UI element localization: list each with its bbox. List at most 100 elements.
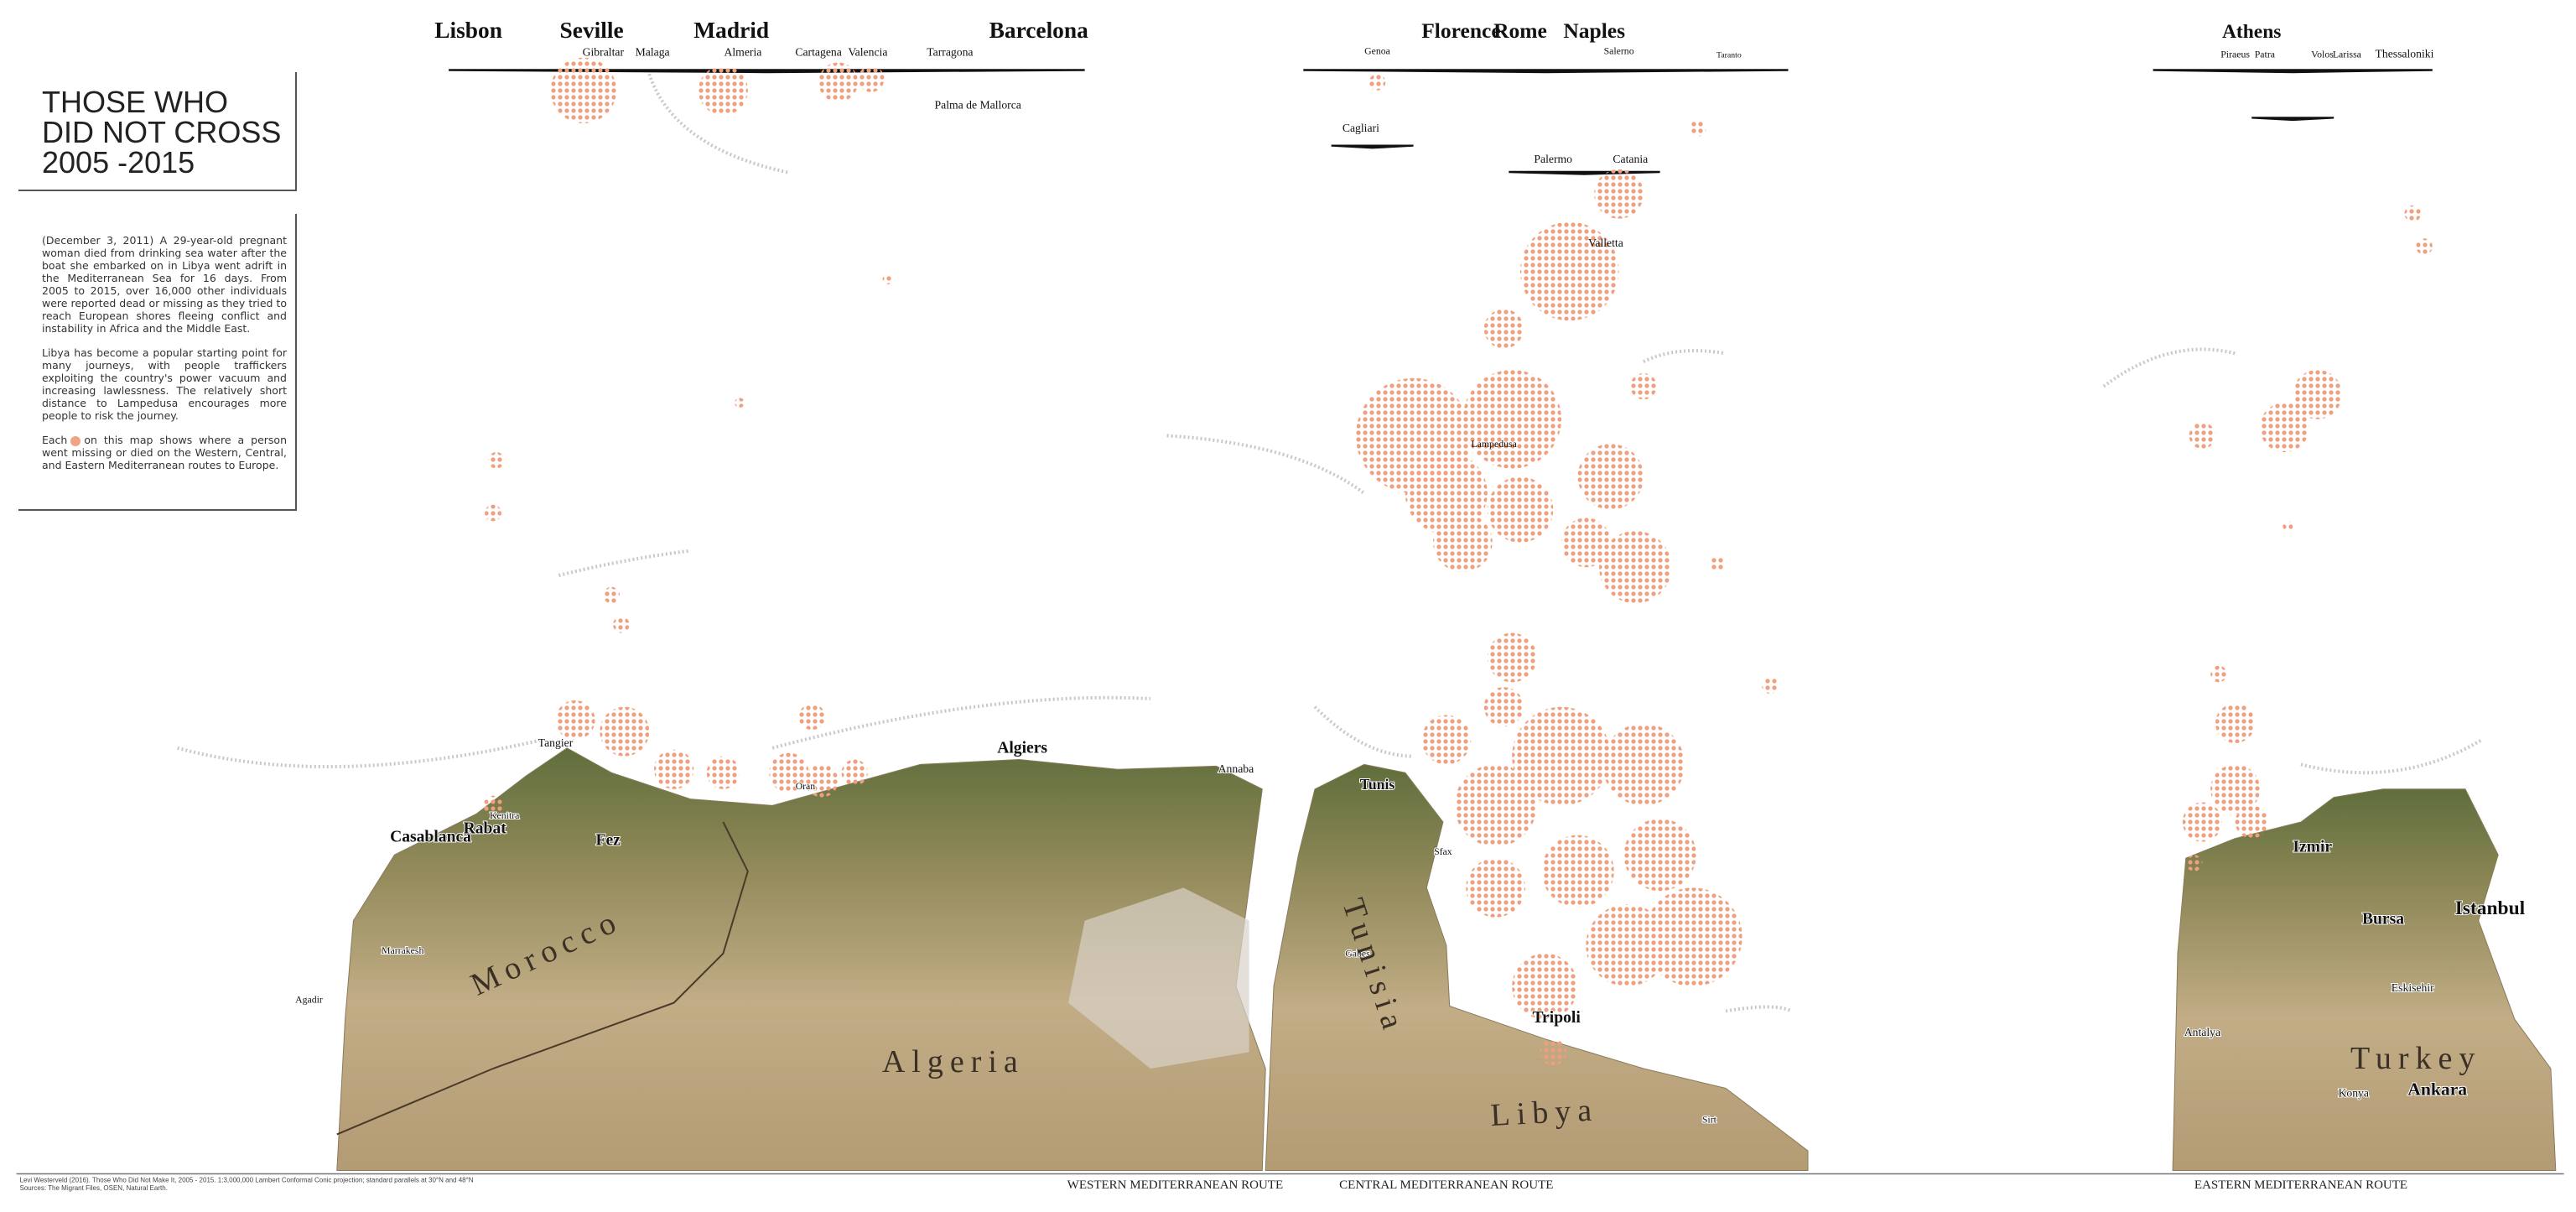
- city-label: Taranto: [1716, 51, 1742, 60]
- city-label: Catania: [1613, 153, 1648, 165]
- route-label: EASTERN MEDITERRANEAN ROUTE: [2194, 1178, 2407, 1192]
- victim-cluster: [841, 759, 868, 786]
- city-label: Valencia: [848, 46, 887, 59]
- victim-cluster: [805, 764, 839, 798]
- title-line: 2005 -2015: [42, 145, 195, 179]
- intro-paragraph: (December 3, 2011) A 29-year-old pregnan…: [42, 234, 287, 335]
- victim-cluster: [1512, 706, 1611, 806]
- city-label: Palermo: [1534, 153, 1572, 165]
- credit: Sources: The Migrant Files, OSEN, Natura…: [20, 1184, 168, 1192]
- city-label: Lisbon: [434, 18, 502, 43]
- city-label: Izmir: [2293, 838, 2332, 856]
- city-label: Palma de Mallorca: [935, 98, 1021, 111]
- victim-cluster: [1466, 858, 1525, 918]
- border: [336, 821, 749, 1136]
- victim-cluster: [699, 65, 748, 116]
- city-label: Gibraltar: [583, 46, 625, 59]
- victim-cluster: [1368, 74, 1386, 91]
- city-label: Tangier: [538, 736, 574, 749]
- city-label: Agadir: [295, 994, 323, 1006]
- victim-cluster: [882, 274, 893, 285]
- victim-cluster: [1594, 169, 1644, 219]
- route-path: [2300, 738, 2483, 775]
- victim-cluster: [2404, 205, 2422, 222]
- victim-cluster: [1520, 221, 1619, 321]
- victim-cluster: [2416, 238, 2433, 255]
- legend-text: Each: [42, 434, 68, 446]
- city-label: Naples: [1563, 18, 1625, 43]
- city-label: Athens: [2222, 21, 2282, 43]
- victim-cluster: [1433, 512, 1493, 573]
- country-label: Algeria: [882, 1044, 1025, 1079]
- victim-cluster: [2210, 764, 2261, 814]
- victim-cluster: [1487, 632, 1537, 683]
- city-label: Patra: [2255, 49, 2276, 60]
- land: [1265, 763, 1809, 1171]
- route-path: [2102, 347, 2236, 388]
- title-line: THOSE WHO: [42, 85, 228, 119]
- route-path: [1725, 1005, 1793, 1013]
- city-label: Sfax: [1434, 845, 1452, 857]
- city-label: Kenitra: [490, 809, 520, 821]
- victim-cluster: [654, 749, 694, 789]
- city-label: Sirt: [1702, 1114, 1717, 1126]
- credit: Levi Westerveld (2016). Those Who Did No…: [20, 1176, 474, 1183]
- victim-cluster: [1709, 555, 1726, 573]
- victim-cluster: [1454, 764, 1537, 847]
- city-label: Antalya: [2184, 1026, 2220, 1038]
- city-label: Konya: [2338, 1086, 2369, 1099]
- coast: [1331, 144, 1414, 149]
- legend-dot: [70, 435, 81, 446]
- legend-text: on this map shows where a person went mi…: [42, 434, 287, 471]
- victim-cluster: [2215, 703, 2256, 743]
- city-label: Thessaloniki: [2376, 48, 2434, 60]
- city-label: Seville: [560, 18, 624, 43]
- city-label: Tunis: [1360, 776, 1395, 793]
- city-label: Casablanca: [390, 829, 471, 846]
- coast: [2251, 117, 2334, 122]
- city-label: Almeria: [724, 46, 761, 59]
- city-label: Ankara: [2407, 1079, 2467, 1099]
- city-label: Bursa: [2362, 911, 2404, 929]
- city-label: Salerno: [1604, 45, 1634, 57]
- city-label: Lampedusa: [1471, 438, 1517, 450]
- city-label: Gabes: [1345, 948, 1370, 960]
- coast: [449, 69, 1085, 74]
- victim-cluster: [1762, 677, 1779, 694]
- legend: Each on this map shows where a person wen…: [42, 434, 287, 471]
- victim-cluster: [1561, 518, 1611, 568]
- victim-cluster: [1577, 444, 1644, 510]
- victim-cluster: [1462, 370, 1561, 469]
- city-label: Florence: [1421, 18, 1500, 43]
- victim-cluster: [2185, 855, 2203, 871]
- city-label: Cagliari: [1343, 122, 1379, 134]
- victim-cluster: [613, 616, 630, 633]
- city-label: Annaba: [1218, 762, 1254, 775]
- route-path: [1313, 705, 1414, 758]
- route-path: [647, 73, 790, 174]
- coast: [1303, 69, 1789, 74]
- city-label: Algiers: [997, 740, 1047, 757]
- city-label: Fez: [596, 831, 621, 849]
- city-label: Barcelona: [989, 18, 1088, 43]
- route-path: [558, 549, 691, 577]
- city-label: Rome: [1493, 18, 1547, 43]
- coast: [1509, 170, 1660, 175]
- route-label: WESTERN MEDITERRANEAN ROUTE: [1067, 1178, 1283, 1192]
- city-label: Cartagena: [795, 46, 841, 59]
- route-path: [771, 695, 1151, 750]
- victim-cluster: [858, 65, 885, 92]
- city-label: Volos: [2311, 49, 2334, 60]
- intro-paragraph: Libya has become a popular starting poin…: [42, 346, 287, 422]
- victim-cluster: [1644, 887, 1742, 986]
- victim-cluster: [603, 586, 620, 604]
- victim-cluster: [2182, 802, 2222, 842]
- victim-cluster: [735, 398, 745, 408]
- victim-cluster: [1512, 953, 1578, 1020]
- city-label: Genoa: [1364, 45, 1391, 57]
- city-label: Eskisehir: [2392, 981, 2434, 994]
- victim-cluster: [2235, 805, 2268, 839]
- city-label: Larissa: [2333, 49, 2362, 60]
- city-label: Oran: [796, 780, 816, 792]
